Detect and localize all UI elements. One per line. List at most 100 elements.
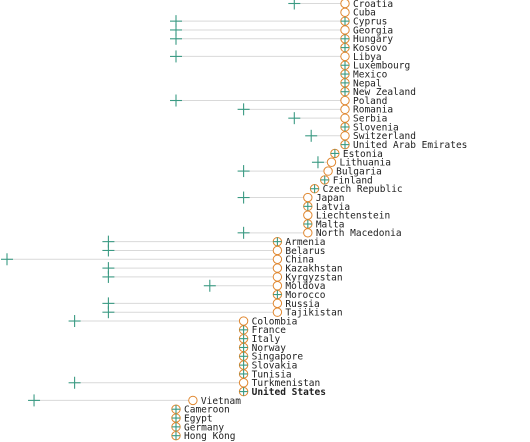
end-marker-cross xyxy=(171,413,181,423)
row-label: Latvia xyxy=(316,202,350,213)
end-marker-cross xyxy=(239,325,248,335)
row-label: Moldova xyxy=(285,281,325,292)
row-label: Colombia xyxy=(252,316,298,327)
row-label: Cameroon xyxy=(184,405,230,416)
end-marker-cross xyxy=(171,405,181,414)
connector-lines xyxy=(7,3,345,401)
end-marker xyxy=(340,51,350,62)
end-marker-cross xyxy=(320,175,329,185)
row-label: Liechtenstein xyxy=(316,211,390,222)
row-label: Hong Kong xyxy=(184,431,235,442)
end-marker-cross xyxy=(340,122,350,132)
row-label: Malta xyxy=(316,219,345,230)
end-marker-cross xyxy=(303,219,313,229)
start-marker xyxy=(305,129,318,142)
end-marker-cross xyxy=(340,140,350,149)
row-label: Romania xyxy=(353,105,393,116)
end-marker xyxy=(303,210,313,220)
row-label: Italy xyxy=(252,334,281,345)
end-marker-cross xyxy=(340,34,350,43)
end-marker-cross xyxy=(273,237,282,246)
start-marker xyxy=(170,94,182,107)
start-marker xyxy=(237,226,250,239)
end-marker xyxy=(303,228,313,238)
start-marker xyxy=(311,156,324,169)
start-markers xyxy=(1,0,324,407)
row-label: Libya xyxy=(353,52,382,63)
row-label: Hungary xyxy=(353,34,393,45)
start-marker xyxy=(288,0,301,10)
start-marker xyxy=(102,270,115,283)
end-marker xyxy=(340,104,350,115)
end-marker xyxy=(272,298,283,309)
end-marker xyxy=(323,166,333,176)
end-markers xyxy=(171,0,350,441)
row-label: Bulgaria xyxy=(336,166,382,177)
end-marker-cross xyxy=(239,352,248,361)
end-marker xyxy=(340,131,350,141)
end-marker xyxy=(272,245,283,256)
row-label: Kazakhstan xyxy=(285,264,342,275)
start-marker xyxy=(170,32,182,45)
end-marker xyxy=(272,263,283,273)
start-marker xyxy=(102,306,115,319)
end-marker xyxy=(238,378,249,388)
row-label: Kosovo xyxy=(353,43,388,54)
row-label: Kyrgyzstan xyxy=(285,272,342,283)
end-marker xyxy=(340,95,350,106)
end-marker-cross xyxy=(340,43,350,52)
row-label: Singapore xyxy=(252,352,304,363)
row-label: Mexico xyxy=(353,69,388,80)
end-marker-cross xyxy=(239,334,248,343)
row-label: United Arab Emirates xyxy=(353,140,467,151)
end-marker-cross xyxy=(330,149,340,158)
end-marker-cross xyxy=(340,87,350,96)
row-label: North Macedonia xyxy=(316,228,402,239)
row-label: Germany xyxy=(184,422,224,433)
row-label: France xyxy=(252,325,287,336)
row-label: Poland xyxy=(353,96,387,107)
end-marker xyxy=(272,281,283,291)
end-marker xyxy=(272,254,283,264)
end-marker xyxy=(272,307,283,317)
end-marker-cross xyxy=(310,184,319,193)
row-label: Tajikistan xyxy=(285,308,342,319)
start-marker xyxy=(237,165,250,178)
end-marker-cross xyxy=(171,431,181,440)
start-marker xyxy=(237,191,250,204)
start-marker xyxy=(28,394,41,407)
row-label: Finland xyxy=(333,175,373,186)
row-label: Czech Republic xyxy=(323,184,403,195)
end-marker xyxy=(188,395,198,406)
row-label: Tunisia xyxy=(252,369,292,380)
row-label: Croatia xyxy=(353,0,393,10)
row-label: Luxembourg xyxy=(353,61,410,72)
end-marker-cross xyxy=(340,61,350,70)
row-labels: CroatiaCubaCyprusGeorgiaHungaryKosovoLib… xyxy=(184,0,467,442)
row-label: Turkmenistan xyxy=(252,378,321,389)
end-marker-cross xyxy=(171,422,181,432)
start-marker xyxy=(288,112,301,125)
row-label: Switzerland xyxy=(353,131,416,142)
end-marker xyxy=(238,316,249,326)
row-label: Serbia xyxy=(353,114,387,125)
row-label: New Zealand xyxy=(353,87,416,98)
row-label: Belarus xyxy=(285,246,325,257)
end-marker xyxy=(340,113,350,123)
end-marker xyxy=(326,157,337,167)
row-label: Estonia xyxy=(343,149,383,160)
end-marker xyxy=(340,7,350,18)
start-marker xyxy=(203,279,216,292)
start-marker xyxy=(68,376,81,389)
end-marker xyxy=(340,25,350,35)
start-marker xyxy=(1,253,13,266)
end-marker xyxy=(340,0,350,9)
end-marker xyxy=(272,272,283,282)
row-label: Slovakia xyxy=(252,361,298,372)
end-marker-cross xyxy=(340,16,350,26)
row-label: Cyprus xyxy=(353,17,387,28)
row-label: Egypt xyxy=(184,413,213,424)
row-label: Nepal xyxy=(353,78,382,89)
row-label: Georgia xyxy=(353,25,393,36)
